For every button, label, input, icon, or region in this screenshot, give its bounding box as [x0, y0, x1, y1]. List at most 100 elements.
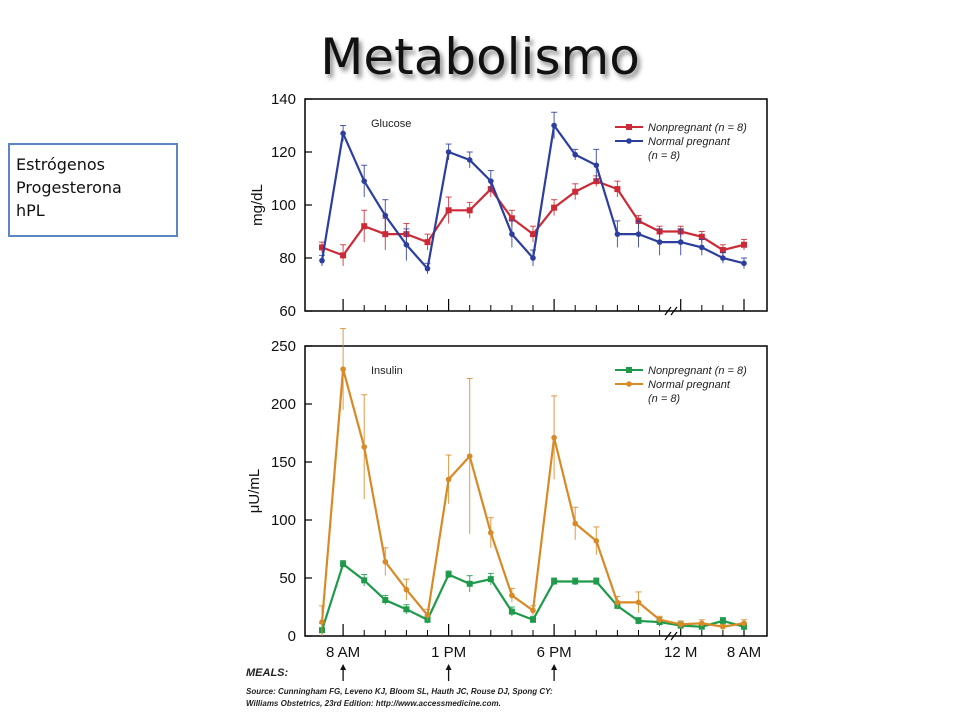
- y-tick-label: 120: [271, 144, 296, 161]
- y-tick-label: 80: [279, 250, 296, 267]
- data-point: [319, 619, 325, 625]
- legend-marker: [626, 124, 632, 130]
- data-point: [551, 122, 557, 129]
- plot-frame: [304, 345, 768, 637]
- data-point: [635, 617, 642, 624]
- data-point: [466, 157, 473, 163]
- x-tick-label: 6 PM: [537, 644, 572, 661]
- legend-label: Nonpregnant (n = 8): [648, 365, 747, 377]
- data-point: [424, 612, 431, 618]
- data-point: [340, 561, 347, 568]
- legend-label: Normal pregnant: [648, 136, 731, 148]
- data-point: [466, 453, 473, 460]
- data-point: [340, 366, 346, 373]
- data-point: [551, 434, 557, 441]
- meal-arrow-head: [340, 664, 347, 670]
- data-point: [530, 255, 536, 261]
- data-point: [488, 178, 494, 184]
- data-point: [699, 620, 705, 627]
- y-tick-label: 60: [279, 303, 296, 320]
- data-point: [698, 233, 705, 240]
- data-point: [719, 617, 726, 624]
- hormone-item: Progesterona: [16, 178, 122, 197]
- x-tick-label: 8 AM: [326, 644, 360, 661]
- data-point: [382, 231, 389, 238]
- data-point: [445, 571, 452, 578]
- data-point: [572, 520, 578, 527]
- data-point: [488, 529, 494, 536]
- data-point: [361, 178, 368, 184]
- data-point: [361, 444, 368, 450]
- legend-label: Nonpregnant (n = 8): [648, 122, 747, 134]
- data-point: [403, 241, 410, 248]
- data-point: [677, 239, 684, 245]
- data-point: [508, 215, 515, 222]
- y-tick-label: 0: [288, 628, 296, 645]
- data-point: [445, 207, 452, 214]
- data-point: [445, 476, 452, 483]
- panel-title: Insulin: [371, 365, 403, 377]
- x-tick-label: 1 PM: [431, 644, 466, 661]
- data-point: [403, 586, 410, 593]
- data-point: [572, 578, 579, 585]
- data-point: [593, 578, 600, 585]
- data-point: [593, 538, 600, 544]
- data-point: [635, 231, 642, 237]
- data-point: [340, 130, 346, 137]
- legend-label: Normal pregnant: [648, 379, 731, 391]
- data-point: [614, 599, 621, 606]
- x-tick-label: 8 AM: [727, 644, 761, 661]
- y-tick-label: 100: [271, 512, 296, 529]
- data-point: [509, 592, 515, 599]
- data-point: [361, 577, 368, 584]
- data-point: [720, 255, 726, 261]
- chart-panel-insulin: 0 50 100 150 200 250 μU/mL Insulin Nonpregnant (…: [246, 328, 768, 645]
- data-point: [319, 257, 325, 264]
- data-point: [719, 247, 726, 254]
- legend-marker: [626, 367, 632, 373]
- data-point: [361, 223, 368, 230]
- axis-break-mark: [670, 306, 678, 316]
- y-tick-label: 100: [271, 197, 296, 214]
- series-line: [320, 368, 745, 628]
- chart-panel-glucose: 60 80 100 120 140 mg/dL Glucose Nonpregnant (n …: [249, 91, 768, 320]
- axis-break-mark: [664, 631, 672, 641]
- slide-title: Metabolismo: [320, 28, 640, 86]
- data-point: [487, 576, 494, 583]
- axis-break-mark: [670, 631, 678, 641]
- data-point: [382, 558, 389, 565]
- y-tick-label: 140: [271, 91, 296, 108]
- data-point: [530, 231, 536, 238]
- hormone-item: hPL: [16, 201, 45, 220]
- y-axis-label: μU/mL: [246, 469, 263, 513]
- data-point: [530, 607, 536, 614]
- data-point: [382, 597, 389, 604]
- data-point: [340, 252, 347, 259]
- y-axis-label: mg/dL: [249, 184, 266, 226]
- meal-arrow-head: [445, 664, 452, 670]
- data-point: [741, 260, 747, 267]
- data-point: [635, 599, 642, 606]
- data-point: [382, 212, 389, 219]
- data-point: [699, 244, 705, 251]
- data-point: [403, 606, 410, 613]
- legend-marker: [626, 138, 632, 144]
- data-point: [551, 204, 558, 211]
- meal-arrow-head: [551, 664, 558, 670]
- data-point: [466, 207, 473, 214]
- data-point: [424, 265, 431, 272]
- hormone-item: Estrógenos: [16, 155, 105, 174]
- y-tick-label: 150: [271, 454, 296, 471]
- data-point: [656, 239, 663, 245]
- data-point: [509, 231, 515, 237]
- data-point: [572, 188, 579, 195]
- data-point: [319, 244, 325, 251]
- source-line-1: Source: Cunningham FG, Leveno KJ, Bloom …: [246, 687, 553, 696]
- data-point: [741, 620, 747, 627]
- axis-break-mark: [664, 306, 672, 316]
- x-tick-label: 12 M: [664, 644, 697, 661]
- data-point: [445, 149, 452, 155]
- data-point: [466, 580, 473, 587]
- data-point: [508, 608, 515, 615]
